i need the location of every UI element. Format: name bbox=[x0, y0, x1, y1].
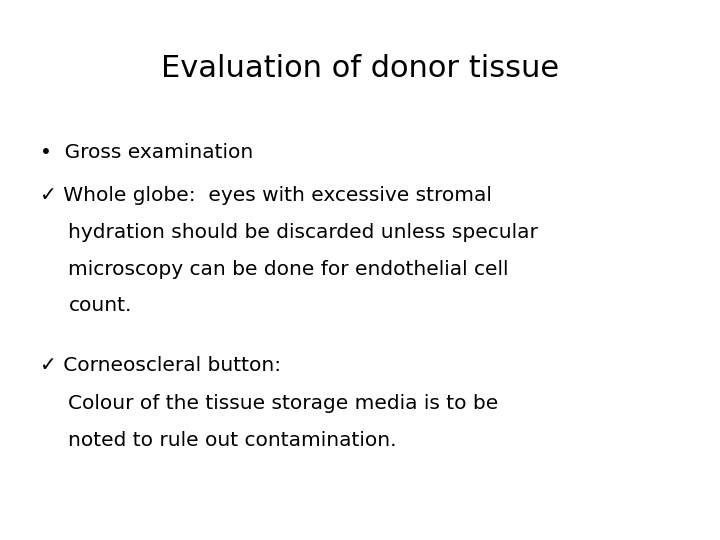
Text: hydration should be discarded unless specular: hydration should be discarded unless spe… bbox=[68, 223, 539, 242]
Text: noted to rule out contamination.: noted to rule out contamination. bbox=[68, 431, 397, 450]
Text: Evaluation of donor tissue: Evaluation of donor tissue bbox=[161, 54, 559, 83]
Text: microscopy can be done for endothelial cell: microscopy can be done for endothelial c… bbox=[68, 260, 509, 279]
Text: count.: count. bbox=[68, 296, 132, 315]
Text: ✓ Corneoscleral button:: ✓ Corneoscleral button: bbox=[40, 356, 281, 375]
Text: ✓ Whole globe:  eyes with excessive stromal: ✓ Whole globe: eyes with excessive strom… bbox=[40, 186, 492, 205]
Text: •  Gross examination: • Gross examination bbox=[40, 143, 253, 162]
Text: Colour of the tissue storage media is to be: Colour of the tissue storage media is to… bbox=[68, 394, 499, 413]
